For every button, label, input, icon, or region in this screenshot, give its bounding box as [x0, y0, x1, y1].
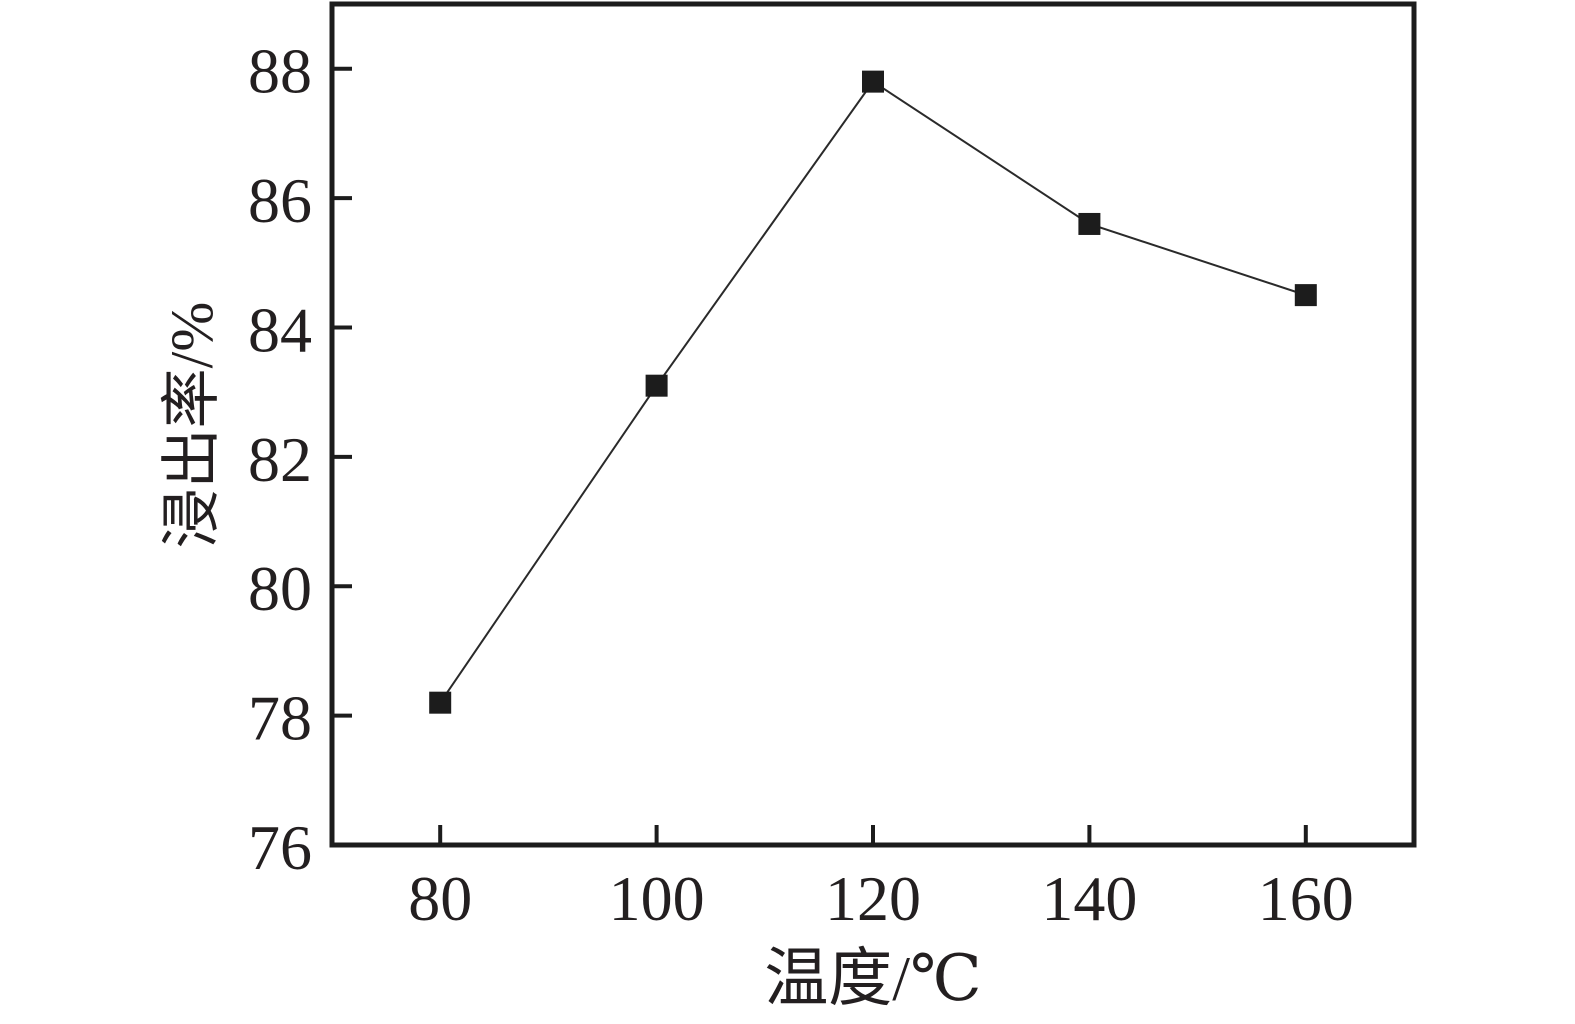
- x-axis-title: 温度/℃: [764, 943, 981, 1014]
- plot-box: [329, 1, 1417, 848]
- y-tick-label: 80: [248, 553, 312, 624]
- data-point-marker: [645, 374, 668, 397]
- y-tick-label: 78: [248, 683, 312, 754]
- y-tick-label: 86: [248, 165, 312, 236]
- y-tick-label: 88: [248, 36, 312, 107]
- y-tick-label: 76: [248, 812, 312, 883]
- axis-tick-labels: 80 100 120 140 160 76 78 80 82 84 86 88: [248, 36, 1354, 934]
- axis-ticks: [332, 66, 1308, 847]
- y-tick-label: 82: [248, 424, 312, 495]
- x-tick-label: 120: [825, 863, 921, 934]
- x-tick-label: 80: [408, 863, 472, 934]
- plot-border: [329, 1, 1417, 848]
- data-series: [429, 70, 1317, 714]
- x-tick-label: 160: [1258, 863, 1354, 934]
- data-point-marker: [1078, 212, 1101, 235]
- y-axis-title: 浸出率/%: [159, 302, 225, 549]
- x-tick-label: 140: [1041, 863, 1137, 934]
- data-point-marker: [862, 70, 884, 93]
- x-tick-label: 100: [609, 863, 705, 934]
- data-point-marker: [1294, 284, 1317, 307]
- y-tick-label: 84: [248, 294, 312, 365]
- data-point-marker: [429, 691, 452, 714]
- series-line: [439, 80, 1307, 704]
